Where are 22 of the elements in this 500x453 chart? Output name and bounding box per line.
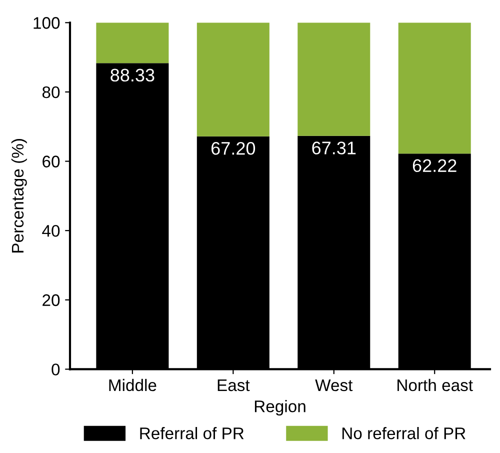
y-tick-label: 20 [42,294,60,306]
x-tick-label: East [218,380,250,392]
x-axis-title: Region [254,400,306,416]
bar [398,22,471,154]
y-tick-label: 40 [42,224,60,237]
y-axis-title: Percentage (%) [11,139,27,252]
data-label: 67.20 [211,142,256,155]
x-tick-label: West [315,380,353,392]
x-tick-label: Middle [109,378,156,392]
data-label: 67.31 [312,142,356,154]
x-tick-label: North east [398,378,473,392]
bar [96,22,169,64]
y-tick-label: 80 [42,86,60,98]
y-tick-label: 60 [42,156,60,168]
legend-label: Referral of PR [140,426,244,440]
y-tick-label: 0 [52,364,60,376]
bar [298,22,370,136]
y-tick-label: 100 [34,17,60,29]
legend-label: No referral of PR [342,426,466,440]
data-label: 62.22 [412,159,456,172]
data-label: 88.33 [110,68,154,82]
bar [196,22,270,136]
